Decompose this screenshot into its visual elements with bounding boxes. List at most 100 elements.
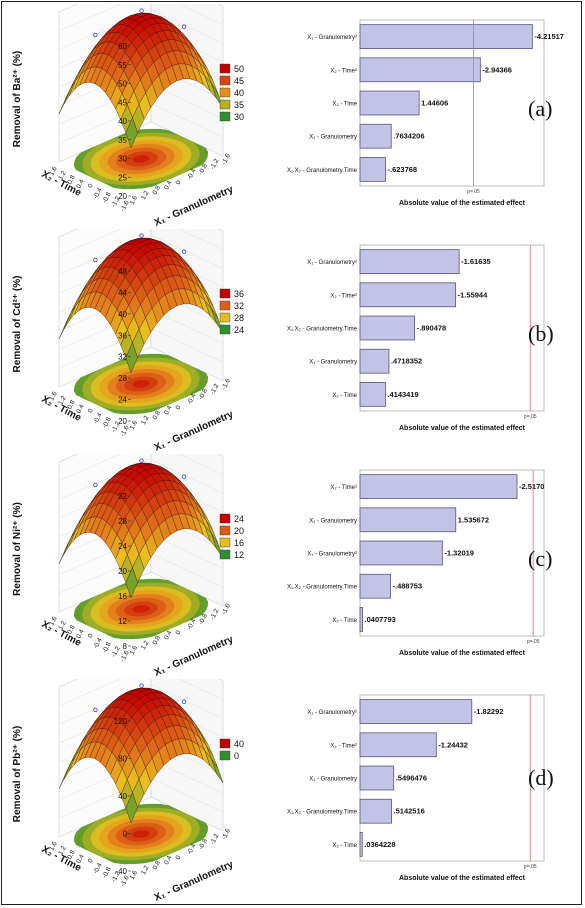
z-tick-label: 30: [118, 155, 127, 164]
pareto-factor-label: X₁ - Granulometry: [309, 135, 357, 141]
row-a: 20 25 30 35 40 45 50 55 60 Removal of Ba²⁺ (%) 1.6…: [2, 4, 581, 229]
x-axis-label: X₁ - Granulometry: [153, 859, 236, 904]
legend-label: 40: [234, 88, 244, 98]
z-tick-label: 12: [118, 617, 127, 626]
pareto-chart-a: X₁ - Granulometry² -4.21517 X₂ - Time² -2.9…: [287, 19, 564, 207]
legend-swatch: [219, 525, 231, 536]
pareto-value-label: -.890478: [417, 324, 447, 333]
y-tick-label: 1.6: [48, 615, 59, 627]
x-tick-label: 1.2: [140, 864, 151, 876]
y-tick-label: -1.6: [119, 424, 131, 438]
pareto-value-label: -1.55944: [458, 290, 488, 299]
legend-swatch: [219, 87, 231, 98]
x-tick-label: 0.4: [163, 404, 174, 416]
pareto-bar: [359, 474, 518, 499]
z-tick-label: 16: [118, 592, 127, 601]
y-tick-label: 0.4: [75, 403, 86, 415]
pareto-factor-label: X₁.X₂ - Granulometry.Time: [287, 585, 358, 591]
y-tick-label: -0.8: [101, 416, 113, 430]
y-tick-label: -1.6: [119, 199, 131, 213]
z-axis-label: Removal of Cd²⁺ (%): [12, 276, 23, 373]
z-tick-label: -40: [115, 867, 127, 876]
pareto-factor-label: X₁ - Granulometry²: [307, 35, 357, 41]
pareto-bar: [359, 90, 420, 116]
pareto-factor-label: X₂ - Time²: [330, 68, 357, 74]
pareto-factor-label: X₂ - Time: [332, 618, 357, 624]
x-tick-label: -0.4: [186, 392, 198, 406]
surface-facet: [125, 792, 138, 824]
y-tick-label: 0.8: [66, 624, 77, 636]
z-axis-label: Removal of Ni²⁺ (%): [12, 502, 23, 596]
z-tick-label: 48: [118, 267, 127, 276]
legend-swatch: [219, 750, 231, 761]
y-tick-label: 1.2: [57, 170, 68, 182]
z-tick-label: 35: [118, 136, 127, 145]
significance-label: p=.05: [524, 414, 537, 420]
y-tick-label: 0.8: [66, 849, 77, 861]
x-tick-label: 0.4: [163, 179, 174, 191]
x-tick-label: -0.4: [186, 167, 198, 181]
x-tick-label: -1.2: [209, 382, 221, 396]
legend-label: 28: [234, 313, 244, 323]
wall-gridline: [58, 4, 224, 31]
z-tick-label: 20: [118, 192, 127, 201]
z-tick-label: 50: [118, 80, 127, 89]
significance-label: p=.05: [527, 639, 540, 645]
panel-label-a: (a): [528, 96, 553, 121]
x-tick-label: 0.4: [163, 854, 174, 866]
contour-band: [132, 380, 150, 388]
y-tick-label: -0.4: [92, 637, 104, 651]
z-tick-label: 44: [118, 288, 127, 297]
surface-plot-a: 20 25 30 35 40 45 50 55 60 Removal of Ba²⁺ (%) 1.6…: [12, 4, 244, 229]
pareto-bar: [359, 699, 473, 724]
pareto-chart-d: X₁ - Granulometry² -1.82292 X₂ - Time² -1.2…: [287, 694, 545, 882]
pareto-factor-label: X₂ - Time²: [330, 485, 357, 491]
contour-band: [132, 830, 150, 838]
pareto-bar: [359, 732, 437, 758]
y-tick-label: 0.8: [66, 399, 77, 411]
pareto-bar: [359, 765, 395, 791]
contour-band: [132, 605, 150, 613]
surface-facet: [125, 567, 138, 599]
pareto-value-label: -2.5170: [519, 482, 544, 491]
pareto-bar: [359, 832, 363, 857]
pareto-value-label: -1.24432: [438, 740, 468, 749]
x-tick-label: 0: [175, 854, 183, 861]
pareto-chart-c: X₂ - Time² -2.5170 X₁ - Granulometry 1.5356…: [287, 469, 545, 657]
x-tick-label: -0.4: [186, 842, 198, 856]
legend-label: 24: [234, 325, 244, 335]
wall-gridline: [58, 459, 224, 500]
z-tick-label: 55: [118, 61, 127, 70]
y-tick-label: -1.6: [119, 874, 131, 888]
x-tick-label: 0: [175, 404, 183, 411]
pareto-bar: [359, 315, 416, 341]
y-tick-label: -0.8: [101, 866, 113, 880]
pareto-value-label: .5142516: [394, 807, 425, 816]
y-tick-label: -0.4: [92, 862, 104, 876]
legend-swatch: [219, 300, 231, 311]
z-axis-label: Removal of Ba²⁺ (%): [12, 51, 23, 147]
x-tick-label: -1.6: [221, 377, 233, 391]
pareto-chart-b: X₁ - Granulometry² -1.61635 X₂ - Time² -1.5…: [287, 244, 545, 432]
legend-swatch: [219, 75, 231, 86]
pareto-factor-label: X₁ - Granulometry: [309, 360, 357, 366]
pareto-x-axis-label: Absolute value of the estimated effect: [399, 875, 526, 882]
legend-label: 36: [234, 289, 244, 299]
pareto-value-label: -2.94366: [482, 65, 512, 74]
pareto-factor-label: X₁ - Granulometry²: [307, 552, 357, 558]
z-tick-label: 40: [118, 117, 127, 126]
x-tick-label: -0.8: [198, 387, 210, 401]
legend-label: 0: [234, 751, 239, 761]
response-surface: [58, 12, 224, 149]
x-tick-label: -1.6: [221, 152, 233, 166]
significance-label: p=.05: [467, 189, 480, 195]
y-tick-label: -1.6: [119, 649, 131, 663]
legend-label: 24: [234, 514, 244, 524]
experimental-point: [139, 458, 144, 463]
wall-gridline: [58, 9, 224, 50]
significance-label: p=.05: [524, 864, 537, 870]
y-tick-label: 0: [87, 632, 95, 639]
